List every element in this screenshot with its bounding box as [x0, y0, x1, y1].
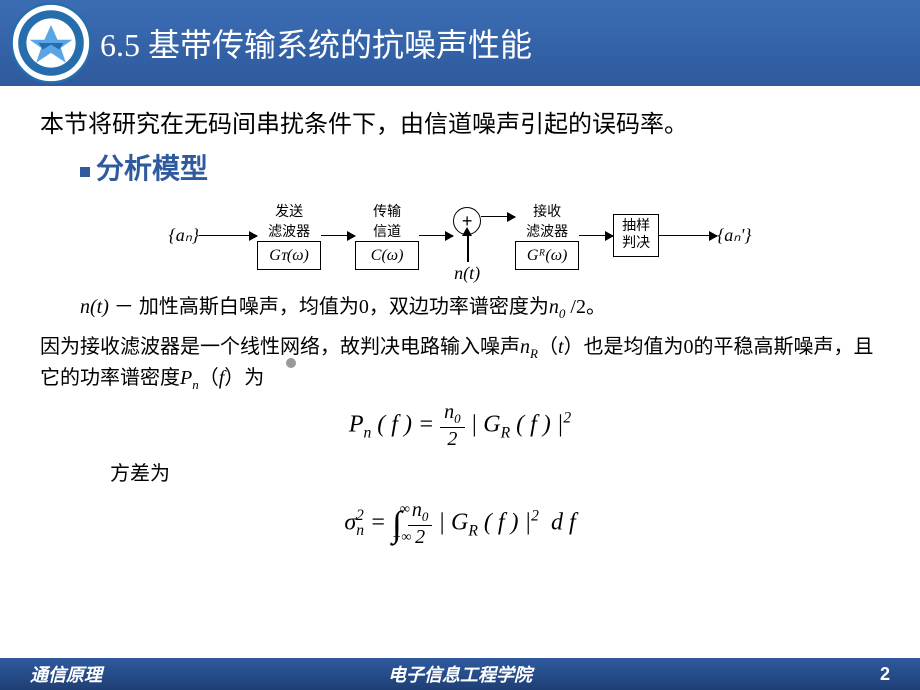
noise-description: n(t) － 加性高斯白噪声，均值为0，双边功率谱密度为n0 /2。	[80, 292, 880, 324]
rx-filter-label: 接收 滤波器	[515, 201, 579, 241]
summing-node-icon: +	[453, 207, 481, 235]
footer-department: 电子信息工程学院	[317, 661, 604, 687]
arrow-icon	[659, 235, 717, 237]
channel-block: C(ω)	[355, 241, 419, 270]
university-logo-icon	[10, 2, 92, 84]
slide-content: 本节将研究在无码间串扰条件下，由信道噪声引起的误码率。 分析模型 {aₙ} 发送…	[0, 86, 920, 549]
noise-label: n(t)	[453, 263, 481, 284]
output-label: {aₙ'}	[717, 225, 751, 246]
page-number: 2	[603, 664, 920, 685]
psd-equation: Pn ( f ) = n02 | GR ( f ) |2	[40, 401, 880, 451]
block-diagram: {aₙ} 发送 滤波器 Gᴛ(ω) 传输 信道 C(ω) + n(t) 接收 滤…	[90, 197, 830, 274]
page-title: 6.5 基带传输系统的抗噪声性能	[100, 20, 532, 66]
model-heading: 分析模型	[80, 147, 880, 187]
model-heading-text: 分析模型	[96, 154, 208, 185]
variance-label: 方差为	[110, 459, 880, 489]
footer-bar: 通信原理 电子信息工程学院 2	[0, 658, 920, 690]
header-bar: 6.5 基带传输系统的抗噪声性能	[0, 0, 920, 86]
input-label: {aₙ}	[169, 225, 200, 246]
bullet-icon	[80, 167, 90, 177]
arrow-icon	[321, 235, 355, 237]
channel-label: 传输 信道	[355, 201, 419, 241]
rx-filter-block: Gᴿ(ω)	[515, 241, 579, 270]
footer-course: 通信原理	[0, 661, 317, 687]
variance-equation: σn2 = ∫∞−∞ n02 | GR ( f ) |2 d f	[40, 499, 880, 549]
noise-desc-prefix: n(t)	[80, 296, 109, 318]
arrow-icon	[579, 235, 613, 237]
intro-text: 本节将研究在无码间串扰条件下，由信道噪声引起的误码率。	[40, 104, 880, 139]
filter-description: 因为接收滤波器是一个线性网络，故判决电路输入噪声nR（t）也是均值为0的平稳高斯…	[40, 332, 880, 395]
arrow-icon	[199, 235, 257, 237]
tx-filter-block: Gᴛ(ω)	[257, 241, 321, 270]
arrow-icon	[481, 216, 515, 218]
noise-desc-body: － 加性高斯白噪声，均值为0，双边功率谱密度为	[114, 296, 549, 318]
decision-block: 抽样 判决	[613, 214, 659, 258]
tx-filter-label: 发送 滤波器	[257, 201, 321, 241]
arrow-icon	[419, 235, 453, 237]
pointer-dot-icon	[286, 358, 296, 368]
